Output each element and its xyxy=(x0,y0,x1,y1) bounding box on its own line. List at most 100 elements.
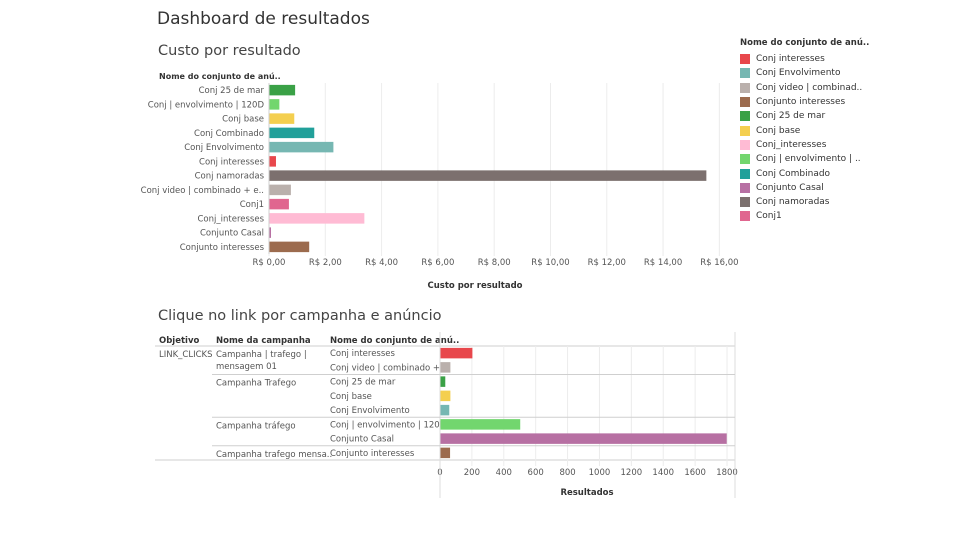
legend: Nome do conjunto de anú.. Conj interesse… xyxy=(740,38,869,224)
x-tick-label: 1400 xyxy=(652,468,674,478)
bar xyxy=(269,141,334,153)
category-label: Conj Envolvimento xyxy=(184,143,264,153)
legend-item[interactable]: Conj | envolvimento | .. xyxy=(740,152,869,166)
bar xyxy=(269,113,295,124)
legend-swatch xyxy=(740,182,750,193)
x-tick-label: R$ 10,00 xyxy=(531,258,569,268)
legend-item[interactable]: Conj Combinado xyxy=(740,166,869,180)
x-tick-label: 1800 xyxy=(716,468,738,478)
objetivo-cell: LINK_CLICKS xyxy=(159,350,213,360)
bar xyxy=(440,347,473,359)
legend-label: Conj interesses xyxy=(756,54,825,65)
legend-swatch xyxy=(740,211,750,222)
bar xyxy=(269,156,276,167)
legend-swatch xyxy=(740,197,750,208)
category-label: Conjunto Casal xyxy=(200,229,264,239)
category-label: Conj interesses xyxy=(199,157,265,167)
category-label: Conj base xyxy=(222,115,264,125)
category-label: Conjunto interesses xyxy=(180,243,265,253)
category-label: Conj 25 de mar xyxy=(199,86,265,96)
legend-swatch xyxy=(740,139,750,150)
bar xyxy=(269,198,289,210)
legend-swatch xyxy=(740,168,750,179)
legend-swatch xyxy=(740,54,750,65)
bar xyxy=(440,390,451,402)
bar xyxy=(440,447,451,459)
legend-item[interactable]: Conj1 xyxy=(740,209,869,223)
legend-label: Conj Envolvimento xyxy=(756,68,841,79)
category-label: Conj Combinado xyxy=(194,129,264,139)
legend-label: Conj namoradas xyxy=(756,197,830,208)
legend-label: Conj | envolvimento | .. xyxy=(756,154,861,165)
legend-title: Nome do conjunto de anú.. xyxy=(740,38,870,48)
campaign-label: mensagem 01 xyxy=(216,362,277,372)
legend-label: Conj base xyxy=(756,125,801,136)
x-tick-label: 400 xyxy=(496,468,512,478)
legend-swatch xyxy=(740,125,750,136)
legend-item[interactable]: Conjunto interesses xyxy=(740,95,869,109)
bar xyxy=(269,84,296,96)
column-header: Nome da campanha xyxy=(216,336,311,346)
adset-label: Conjunto interesses xyxy=(330,449,415,459)
bar xyxy=(440,376,446,387)
legend-item[interactable]: Conj interesses xyxy=(740,52,869,66)
dashboard-title: Dashboard de resultados xyxy=(157,9,370,29)
bar xyxy=(269,127,315,139)
category-label: Conj_interesses xyxy=(198,214,265,224)
legend-item[interactable]: Conj video | combinad.. xyxy=(740,81,869,95)
x-axis-title: Custo por resultado xyxy=(428,281,523,291)
bar xyxy=(440,362,451,373)
legend-swatch xyxy=(740,154,750,165)
x-tick-label: R$ 2,00 xyxy=(309,258,342,268)
legend-label: Conj 25 de mar xyxy=(756,111,826,122)
x-tick-label: R$ 0,00 xyxy=(253,258,286,268)
adset-label: Conj | envolvimento | 120D xyxy=(330,420,447,430)
legend-label: Conj1 xyxy=(756,211,782,222)
bar xyxy=(440,404,450,416)
x-tick-label: 1200 xyxy=(621,468,643,478)
adset-label: Conj base xyxy=(330,392,372,402)
adset-label: Conj interesses xyxy=(330,349,396,359)
legend-item[interactable]: Conj base xyxy=(740,123,869,137)
column-header: Objetivo xyxy=(159,336,200,346)
category-label: Conj video | combinado + e.. xyxy=(141,186,264,196)
x-tick-label: 800 xyxy=(559,468,575,478)
x-tick-label: 1600 xyxy=(684,468,706,478)
chart2-title: Clique no link por campanha e anúncio xyxy=(158,308,442,324)
chart1-title: Custo por resultado xyxy=(158,43,301,59)
x-axis-title: Resultados xyxy=(560,488,613,498)
x-tick-label: R$ 4,00 xyxy=(365,258,398,268)
legend-item[interactable]: Conj 25 de mar xyxy=(740,109,869,123)
legend-label: Conjunto Casal xyxy=(756,182,824,193)
x-tick-label: R$ 8,00 xyxy=(478,258,511,268)
category-label: Conj | envolvimento | 120D xyxy=(148,100,265,110)
legend-item[interactable]: Conj namoradas xyxy=(740,195,869,209)
legend-label: Conjunto interesses xyxy=(756,97,846,108)
column-header: Nome do conjunto de anú.. xyxy=(330,336,459,346)
legend-swatch xyxy=(740,82,750,93)
x-tick-label: 1000 xyxy=(589,468,611,478)
x-tick-label: R$ 16,00 xyxy=(700,258,738,268)
bar xyxy=(269,213,365,224)
campaign-label: Campanha | trafego | xyxy=(216,350,307,360)
legend-swatch xyxy=(740,68,750,79)
bar xyxy=(269,99,280,110)
category-label: Conj namoradas xyxy=(195,172,265,182)
x-tick-label: 600 xyxy=(528,468,544,478)
legend-label: Conj_interesses xyxy=(756,139,827,150)
legend-label: Conj Combinado xyxy=(756,168,831,179)
legend-item[interactable]: Conj_interesses xyxy=(740,138,869,152)
legend-label: Conj video | combinad.. xyxy=(756,82,863,93)
x-tick-label: R$ 6,00 xyxy=(421,258,454,268)
bar xyxy=(269,241,310,253)
adset-label: Conj Envolvimento xyxy=(330,406,410,416)
campaign-label: Campanha trafego mensa.. xyxy=(216,450,332,460)
category-label: Conj1 xyxy=(240,200,264,210)
row-header: Nome do conjunto de anú.. xyxy=(159,72,281,81)
legend-swatch xyxy=(740,111,750,122)
legend-item[interactable]: Conj Envolvimento xyxy=(740,66,869,80)
x-tick-label: 200 xyxy=(464,468,480,478)
x-tick-label: R$ 12,00 xyxy=(588,258,626,268)
campaign-label: Campanha tráfego xyxy=(216,421,296,431)
legend-item[interactable]: Conjunto Casal xyxy=(740,181,869,195)
